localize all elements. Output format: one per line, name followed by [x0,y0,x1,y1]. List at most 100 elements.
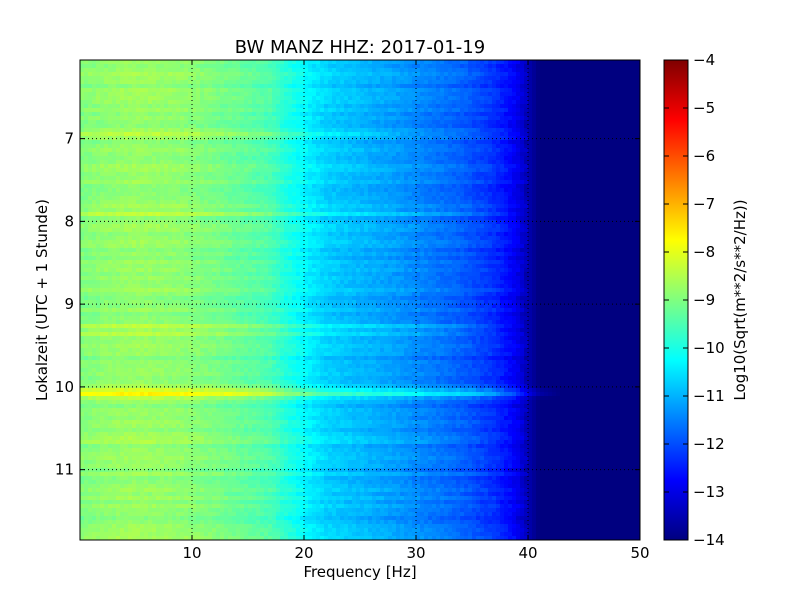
spectrogram-cell [168,168,173,173]
spectrogram-cell [208,200,213,205]
spectrogram-cell [308,164,313,169]
spectrogram-cell [356,128,361,133]
spectrogram-cell [452,132,457,137]
spectrogram-cell [196,176,201,181]
spectrogram-cell [112,80,117,85]
spectrogram-cell [448,160,453,165]
spectrogram-cell [512,76,517,81]
spectrogram-cell [468,72,473,77]
spectrogram-cell [540,80,545,85]
spectrogram-cell [252,136,257,141]
spectrogram-cell [556,168,561,173]
spectrogram-cell [620,88,625,93]
spectrogram-cell [604,96,609,101]
spectrogram-cell [244,108,249,113]
spectrogram-cell [340,172,345,177]
spectrogram-cell [360,104,365,109]
spectrogram-cell [624,188,629,193]
spectrogram-cell [332,116,337,121]
spectrogram-cell [532,152,537,157]
spectrogram-cell [296,192,301,197]
spectrogram-cell [444,164,449,169]
spectrogram-cell [588,144,593,149]
spectrogram-cell [248,80,253,85]
spectrogram-cell [88,200,93,205]
spectrogram-cell [484,84,489,89]
spectrogram-cell [268,180,273,185]
spectrogram-cell [468,140,473,145]
spectrogram-cell [272,92,277,97]
spectrogram-cell [368,160,373,165]
spectrogram-cell [88,164,93,169]
spectrogram-cell [400,104,405,109]
spectrogram-cell [112,84,117,89]
spectrogram-cell [452,96,457,101]
spectrogram-cell [412,72,417,77]
spectrogram-cell [496,184,501,189]
spectrogram-cell [560,80,565,85]
spectrogram-cell [240,64,245,69]
spectrogram-cell [520,72,525,77]
spectrogram-cell [616,144,621,149]
spectrogram-cell [476,128,481,133]
spectrogram-cell [284,128,289,133]
spectrogram-cell [168,68,173,73]
spectrogram-cell [88,80,93,85]
spectrogram-cell [576,64,581,69]
spectrogram-cell [252,108,257,113]
spectrogram-cell [636,176,640,181]
spectrogram-cell [596,132,601,137]
spectrogram-cell [220,72,225,77]
spectrogram-cell [152,104,157,109]
spectrogram-cell [224,164,229,169]
spectrogram-cell [436,108,441,113]
spectrogram-cell [424,144,429,149]
spectrogram-cell [228,184,233,189]
spectrogram-cell [256,124,261,129]
spectrogram-cell [608,108,613,113]
spectrogram-cell [372,96,377,101]
spectrogram-cell [88,148,93,153]
spectrogram-cell [556,196,561,201]
spectrogram-cell [304,184,309,189]
spectrogram-cell [300,168,305,173]
spectrogram-cell [400,164,405,169]
spectrogram-cell [140,100,145,105]
spectrogram-cell [384,104,389,109]
spectrogram-cell [432,164,437,169]
spectrogram-cell [444,148,449,153]
spectrogram-cell [580,60,585,65]
spectrogram-cell [464,168,469,173]
spectrogram-cell [396,156,401,161]
spectrogram-cell [540,92,545,97]
spectrogram-cell [140,68,145,73]
spectrogram-cell [632,152,637,157]
spectrogram-cell [192,180,197,185]
spectrogram-cell [364,164,369,169]
spectrogram-cell [484,180,489,185]
spectrogram-cell [272,60,277,65]
spectrogram-cell [396,92,401,97]
spectrogram-cell [168,72,173,77]
spectrogram-cell [204,68,209,73]
spectrogram-cell [308,120,313,125]
spectrogram-cell [204,80,209,85]
spectrogram-cell [540,180,545,185]
spectrogram-cell [632,144,637,149]
spectrogram-cell [220,180,225,185]
spectrogram-cell [232,76,237,81]
spectrogram-cell [464,92,469,97]
spectrogram-cell [292,164,297,169]
spectrogram-cell [484,144,489,149]
spectrogram-cell [396,88,401,93]
spectrogram-cell [272,64,277,69]
spectrogram-cell [156,84,161,89]
spectrogram-cell [224,196,229,201]
spectrogram-cell [604,184,609,189]
spectrogram-cell [412,84,417,89]
spectrogram-cell [636,88,640,93]
spectrogram-cell [240,152,245,157]
spectrogram-cell [372,116,377,121]
spectrogram-cell [388,188,393,193]
spectrogram-cell [312,112,317,117]
